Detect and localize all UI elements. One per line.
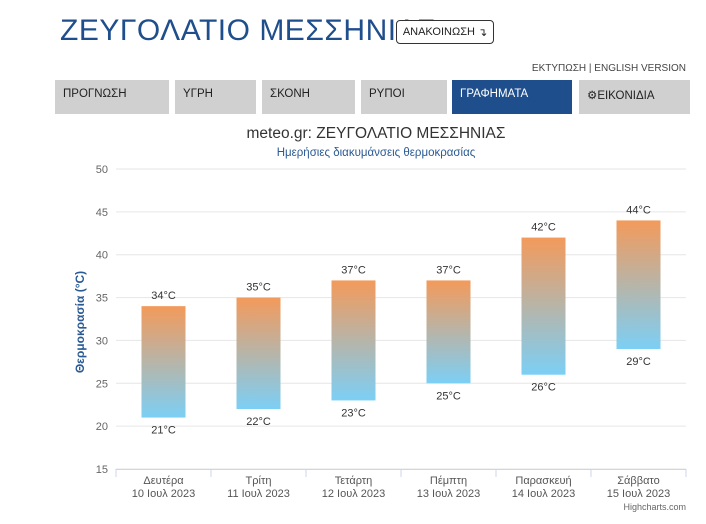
temperature-range-bar[interactable] [521, 237, 566, 375]
chart-title: meteo.gr: ΖΕΥΓΟΛΑΤΙΟ ΜΕΣΣΗΝΙΑΣ [247, 125, 506, 142]
temperature-range-bar[interactable] [426, 280, 471, 384]
announce-label: ΑΝΑΚΟΙΝΩΣΗ [402, 26, 475, 38]
low-temp-label: 22°C [246, 416, 271, 428]
x-tick-label-date: 12 Ιουλ 2023 [322, 488, 386, 500]
high-temp-label: 35°C [246, 282, 271, 294]
y-tick-label: 45 [96, 207, 108, 219]
print-link[interactable]: ΕΚΤΥΠΩΣΗ [531, 63, 587, 74]
gear-icon: ⚙ [587, 90, 598, 102]
x-tick-label-date: 15 Ιουλ 2023 [607, 488, 671, 500]
tab-label: ΕΙΚΟΝΙΔΙΑ [597, 90, 655, 102]
high-temp-label: 37°C [436, 264, 461, 276]
x-tick-label-day: Παρασκευή [515, 475, 571, 487]
low-temp-label: 25°C [436, 390, 461, 402]
tab-dust[interactable]: ΣΚΟΝΗ [262, 80, 355, 114]
announce-button[interactable]: ΑΝΑΚΟΙΝΩΣΗ ↴ [396, 20, 494, 44]
temperature-range-bar[interactable] [331, 280, 376, 401]
x-tick-label-date: 13 Ιουλ 2023 [417, 488, 481, 500]
tab-bar: ΠΡΟΓΝΩΣΗ ΥΓΡΗ ΣΚΟΝΗ ΡΥΠΟΙ ΓΡΑΦΗΜΑΤΑ ⚙ΕΙΚ… [55, 80, 690, 114]
high-temp-label: 34°C [151, 290, 176, 302]
x-tick-label-date: 11 Ιουλ 2023 [227, 488, 290, 500]
x-tick-label-day: Τρίτη [246, 475, 272, 487]
high-temp-label: 37°C [341, 264, 366, 276]
arrow-down-icon: ↴ [477, 26, 488, 39]
tab-label: ΡΥΠΟΙ [369, 88, 405, 100]
tab-humidity[interactable]: ΥΓΡΗ [175, 80, 256, 114]
y-tick-label: 50 [96, 164, 108, 176]
temperature-range-bar[interactable] [141, 306, 186, 418]
x-tick-label-day: Δευτέρα [143, 475, 184, 487]
temperature-range-bar[interactable] [616, 220, 661, 349]
y-tick-label: 25 [96, 378, 108, 390]
x-tick-label-day: Πέμπτη [430, 475, 467, 487]
temperature-range-bar[interactable] [236, 297, 281, 409]
english-version-link[interactable]: ENGLISH VERSION [594, 63, 686, 74]
high-temp-label: 44°C [626, 204, 651, 216]
tab-icons[interactable]: ⚙ΕΙΚΟΝΙΔΙΑ [579, 80, 690, 114]
y-axis-label: Θερμοκρασία (°C) [73, 271, 87, 373]
y-tick-label: 30 [96, 335, 108, 347]
link-separator: | [588, 63, 592, 74]
chart-subtitle: Ημερήσιες διακυμάνσεις θερμοκρασίας [277, 147, 476, 159]
tab-pollutants[interactable]: ΡΥΠΟΙ [361, 80, 447, 114]
low-temp-label: 29°C [626, 356, 651, 368]
high-temp-label: 42°C [531, 222, 556, 234]
tab-charts[interactable]: ΓΡΑΦΗΜΑΤΑ [452, 80, 572, 114]
page-title: ΖΕΥΓΟΛΑΤΙΟ ΜΕΣΣΗΝΙΑΣ [60, 14, 437, 47]
x-tick-label-day: Σάββατο [617, 475, 659, 487]
y-tick-label: 20 [96, 421, 108, 433]
x-tick-label-day: Τετάρτη [335, 475, 373, 487]
y-tick-label: 15 [96, 464, 108, 476]
x-tick-label-date: 14 Ιουλ 2023 [512, 488, 576, 500]
x-tick-label-date: 10 Ιουλ 2023 [132, 488, 196, 500]
y-tick-label: 35 [96, 293, 108, 305]
low-temp-label: 26°C [531, 382, 556, 394]
tab-label: ΓΡΑΦΗΜΑΤΑ [460, 88, 529, 100]
tab-label: ΣΚΟΝΗ [270, 88, 310, 100]
low-temp-label: 21°C [151, 425, 176, 437]
y-tick-label: 40 [96, 250, 108, 262]
temperature-chart: meteo.gr: ΖΕΥΓΟΛΑΤΙΟ ΜΕΣΣΗΝΙΑΣ Ημερήσιες… [73, 125, 687, 500]
tab-label: ΠΡΟΓΝΩΣΗ [63, 88, 127, 100]
tab-forecast[interactable]: ΠΡΟΓΝΩΣΗ [55, 80, 169, 114]
tab-label: ΥΓΡΗ [183, 88, 213, 100]
low-temp-label: 23°C [341, 407, 366, 419]
top-links: ΕΚΤΥΠΩΣΗ | ENGLISH VERSION [532, 63, 686, 74]
highcharts-credit[interactable]: Highcharts.com [623, 502, 686, 512]
